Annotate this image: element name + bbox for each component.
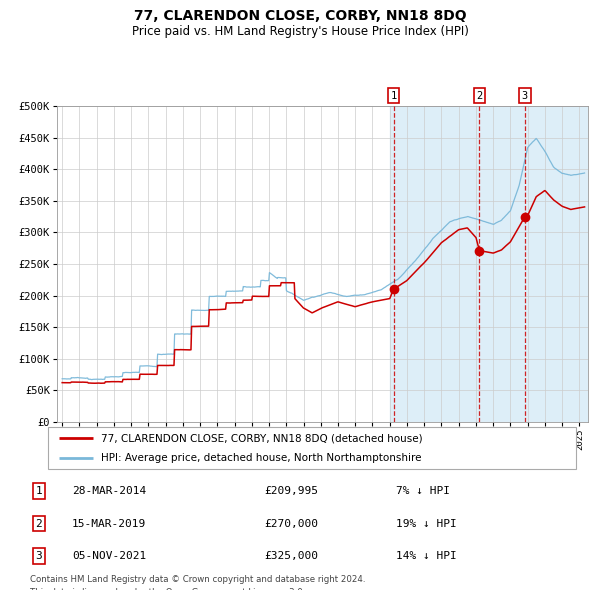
Text: £209,995: £209,995 bbox=[264, 486, 318, 496]
Text: 28-MAR-2014: 28-MAR-2014 bbox=[72, 486, 146, 496]
Text: 3: 3 bbox=[35, 551, 43, 561]
Text: 15-MAR-2019: 15-MAR-2019 bbox=[72, 519, 146, 529]
Text: 05-NOV-2021: 05-NOV-2021 bbox=[72, 551, 146, 561]
Bar bbox=[390, 106, 600, 422]
Text: This data is licensed under the Open Government Licence v3.0.: This data is licensed under the Open Gov… bbox=[30, 588, 305, 590]
Text: 1: 1 bbox=[35, 486, 43, 496]
Text: 1: 1 bbox=[391, 91, 397, 101]
Text: £270,000: £270,000 bbox=[264, 519, 318, 529]
Text: 14% ↓ HPI: 14% ↓ HPI bbox=[396, 551, 457, 561]
Text: Price paid vs. HM Land Registry's House Price Index (HPI): Price paid vs. HM Land Registry's House … bbox=[131, 25, 469, 38]
Text: 77, CLARENDON CLOSE, CORBY, NN18 8DQ: 77, CLARENDON CLOSE, CORBY, NN18 8DQ bbox=[134, 9, 466, 23]
Text: 7% ↓ HPI: 7% ↓ HPI bbox=[396, 486, 450, 496]
Text: £325,000: £325,000 bbox=[264, 551, 318, 561]
Text: 77, CLARENDON CLOSE, CORBY, NN18 8DQ (detached house): 77, CLARENDON CLOSE, CORBY, NN18 8DQ (de… bbox=[101, 433, 422, 443]
Text: 3: 3 bbox=[522, 91, 528, 101]
Text: HPI: Average price, detached house, North Northamptonshire: HPI: Average price, detached house, Nort… bbox=[101, 453, 421, 463]
Text: 19% ↓ HPI: 19% ↓ HPI bbox=[396, 519, 457, 529]
Text: Contains HM Land Registry data © Crown copyright and database right 2024.: Contains HM Land Registry data © Crown c… bbox=[30, 575, 365, 584]
Text: 2: 2 bbox=[476, 91, 482, 101]
FancyBboxPatch shape bbox=[48, 427, 576, 469]
Text: 2: 2 bbox=[35, 519, 43, 529]
